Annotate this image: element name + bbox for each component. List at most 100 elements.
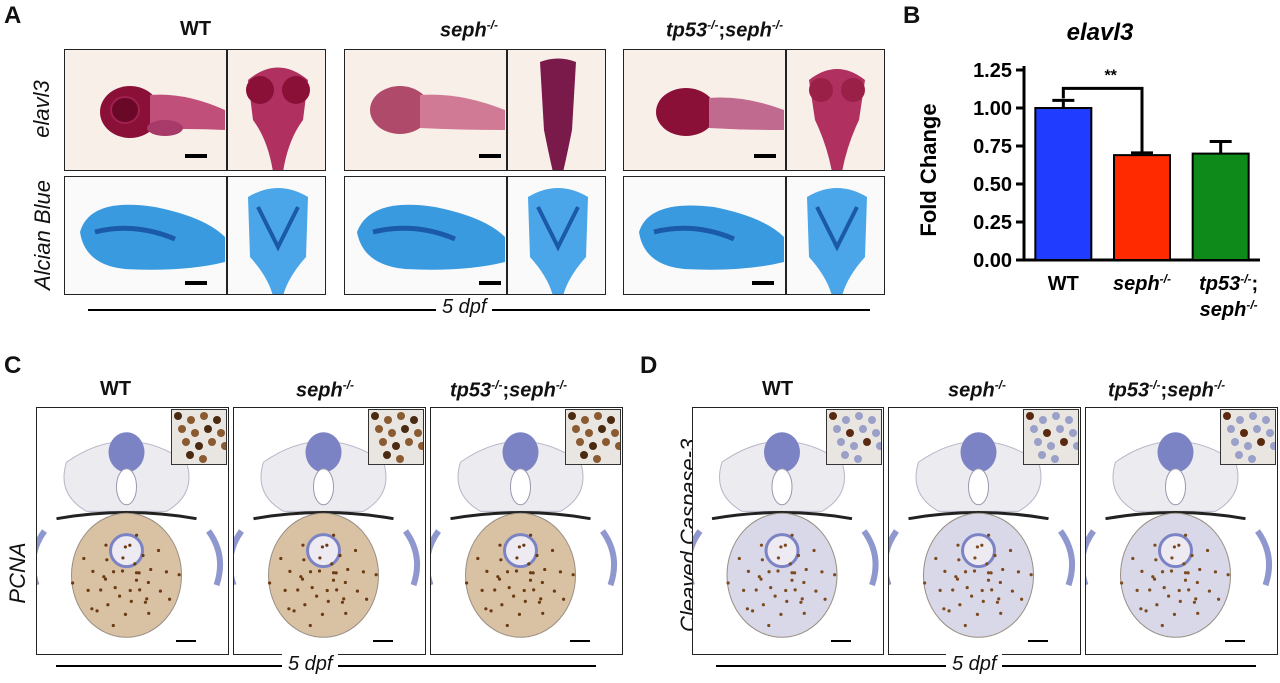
inset-nucleus xyxy=(1065,416,1073,424)
inset-nucleus xyxy=(589,442,597,450)
significance-marker: ** xyxy=(1104,67,1117,84)
zoom-inset xyxy=(1220,409,1276,465)
col-title-tp53-seph: tp53-/-;seph-/- xyxy=(666,18,784,42)
panel-label-c: C xyxy=(4,352,22,379)
stained-nucleus xyxy=(343,580,347,585)
stained-nucleus xyxy=(522,543,526,547)
inset-nucleus xyxy=(178,425,186,433)
stained-nucleus xyxy=(118,594,122,598)
stained-nucleus xyxy=(300,577,305,581)
fin-left xyxy=(37,529,47,585)
stained-nucleus xyxy=(1148,588,1152,592)
stained-nucleus xyxy=(779,545,783,549)
stained-nucleus xyxy=(965,586,969,590)
stained-nucleus xyxy=(973,556,977,560)
inset-nucleus xyxy=(611,429,619,437)
stained-nucleus xyxy=(958,603,962,607)
fin-right xyxy=(403,529,421,587)
inset-nucleus xyxy=(195,442,203,450)
fin-left xyxy=(431,529,441,585)
stained-nucleus xyxy=(1154,558,1158,562)
stained-nucleus xyxy=(1144,609,1148,613)
larva-lateral-drawing xyxy=(100,86,225,158)
stained-nucleus xyxy=(750,609,755,613)
stained-nucleus xyxy=(523,599,527,603)
stained-nucleus xyxy=(1205,548,1210,553)
stained-nucleus xyxy=(103,577,108,581)
inset-nucleus xyxy=(833,425,841,433)
larva-dorsal-drawing xyxy=(540,58,576,170)
stained-nucleus xyxy=(86,588,90,592)
stained-nucleus xyxy=(156,548,161,553)
inset-nucleus xyxy=(1249,412,1257,420)
stained-nucleus xyxy=(1207,589,1212,593)
inset-nucleus xyxy=(593,455,601,463)
stained-nucleus xyxy=(1131,556,1135,561)
stained-nucleus xyxy=(296,588,300,592)
stained-nucleus xyxy=(302,558,306,562)
stained-nucleus xyxy=(145,597,149,601)
y-tick-label: 1.00 xyxy=(973,98,1012,120)
stained-nucleus xyxy=(374,573,378,577)
stained-nucleus xyxy=(338,553,342,558)
stained-nucleus xyxy=(788,562,792,566)
gut-lumen xyxy=(764,533,800,569)
stained-nucleus xyxy=(790,571,794,575)
stained-nucleus xyxy=(288,569,292,573)
stained-nucleus xyxy=(531,571,535,575)
stained-nucleus xyxy=(1226,573,1230,577)
larva-lateral-drawing xyxy=(370,86,505,158)
stained-nucleus xyxy=(1192,600,1197,604)
scale-bar xyxy=(1028,640,1048,642)
stained-nucleus xyxy=(957,558,961,562)
image-elavl3-seph-dorsal xyxy=(507,49,606,171)
stained-nucleus xyxy=(1186,571,1190,575)
stained-nucleus xyxy=(489,609,493,613)
stained-nucleus xyxy=(334,571,338,575)
stained-nucleus xyxy=(790,533,794,537)
y-tick-label: 0.75 xyxy=(973,136,1012,158)
stained-nucleus xyxy=(947,609,951,613)
inset-nucleus xyxy=(199,455,207,463)
stained-nucleus xyxy=(129,599,133,603)
stained-nucleus xyxy=(975,612,980,616)
fin-right xyxy=(1255,529,1273,587)
stained-nucleus xyxy=(177,573,181,577)
stained-nucleus xyxy=(1001,567,1005,572)
inset-nucleus xyxy=(1244,442,1252,450)
stained-nucleus xyxy=(267,581,272,585)
stained-nucleus xyxy=(299,575,303,579)
stained-nucleus xyxy=(522,588,526,593)
section-drawing xyxy=(431,432,618,642)
spinal-cord xyxy=(1157,432,1194,473)
stained-nucleus xyxy=(769,586,773,590)
section-drawing xyxy=(234,432,421,642)
pigment-band xyxy=(908,511,1049,521)
inset-nucleus xyxy=(397,412,405,420)
stained-nucleus xyxy=(955,577,960,581)
stained-nucleus xyxy=(149,567,153,572)
image-alcian-tp53-seph-lateral xyxy=(623,176,786,295)
stained-nucleus xyxy=(106,603,110,607)
stained-nucleus xyxy=(303,603,307,607)
organ-mass xyxy=(268,512,379,638)
inset-nucleus xyxy=(1051,455,1059,463)
col-title-d-wt: WT xyxy=(762,378,794,400)
inset-nucleus xyxy=(1039,416,1047,424)
organ-mass xyxy=(71,512,182,638)
image-pcna-tp53-seph xyxy=(430,407,623,655)
stained-nucleus xyxy=(318,556,322,560)
organ-mass xyxy=(1120,512,1231,638)
organ-mass xyxy=(726,512,838,638)
stained-nucleus xyxy=(364,597,369,601)
stained-nucleus xyxy=(759,577,763,581)
inset-nucleus xyxy=(371,412,379,420)
stained-nucleus xyxy=(320,545,324,549)
inset-nucleus xyxy=(200,412,208,420)
stained-nucleus xyxy=(539,597,543,601)
stained-nucleus xyxy=(287,607,291,611)
zoom-inset xyxy=(826,409,882,465)
inset-nucleus xyxy=(217,429,225,437)
stained-nucleus xyxy=(1153,543,1157,547)
col-title-c-seph: seph-/- xyxy=(296,378,355,402)
